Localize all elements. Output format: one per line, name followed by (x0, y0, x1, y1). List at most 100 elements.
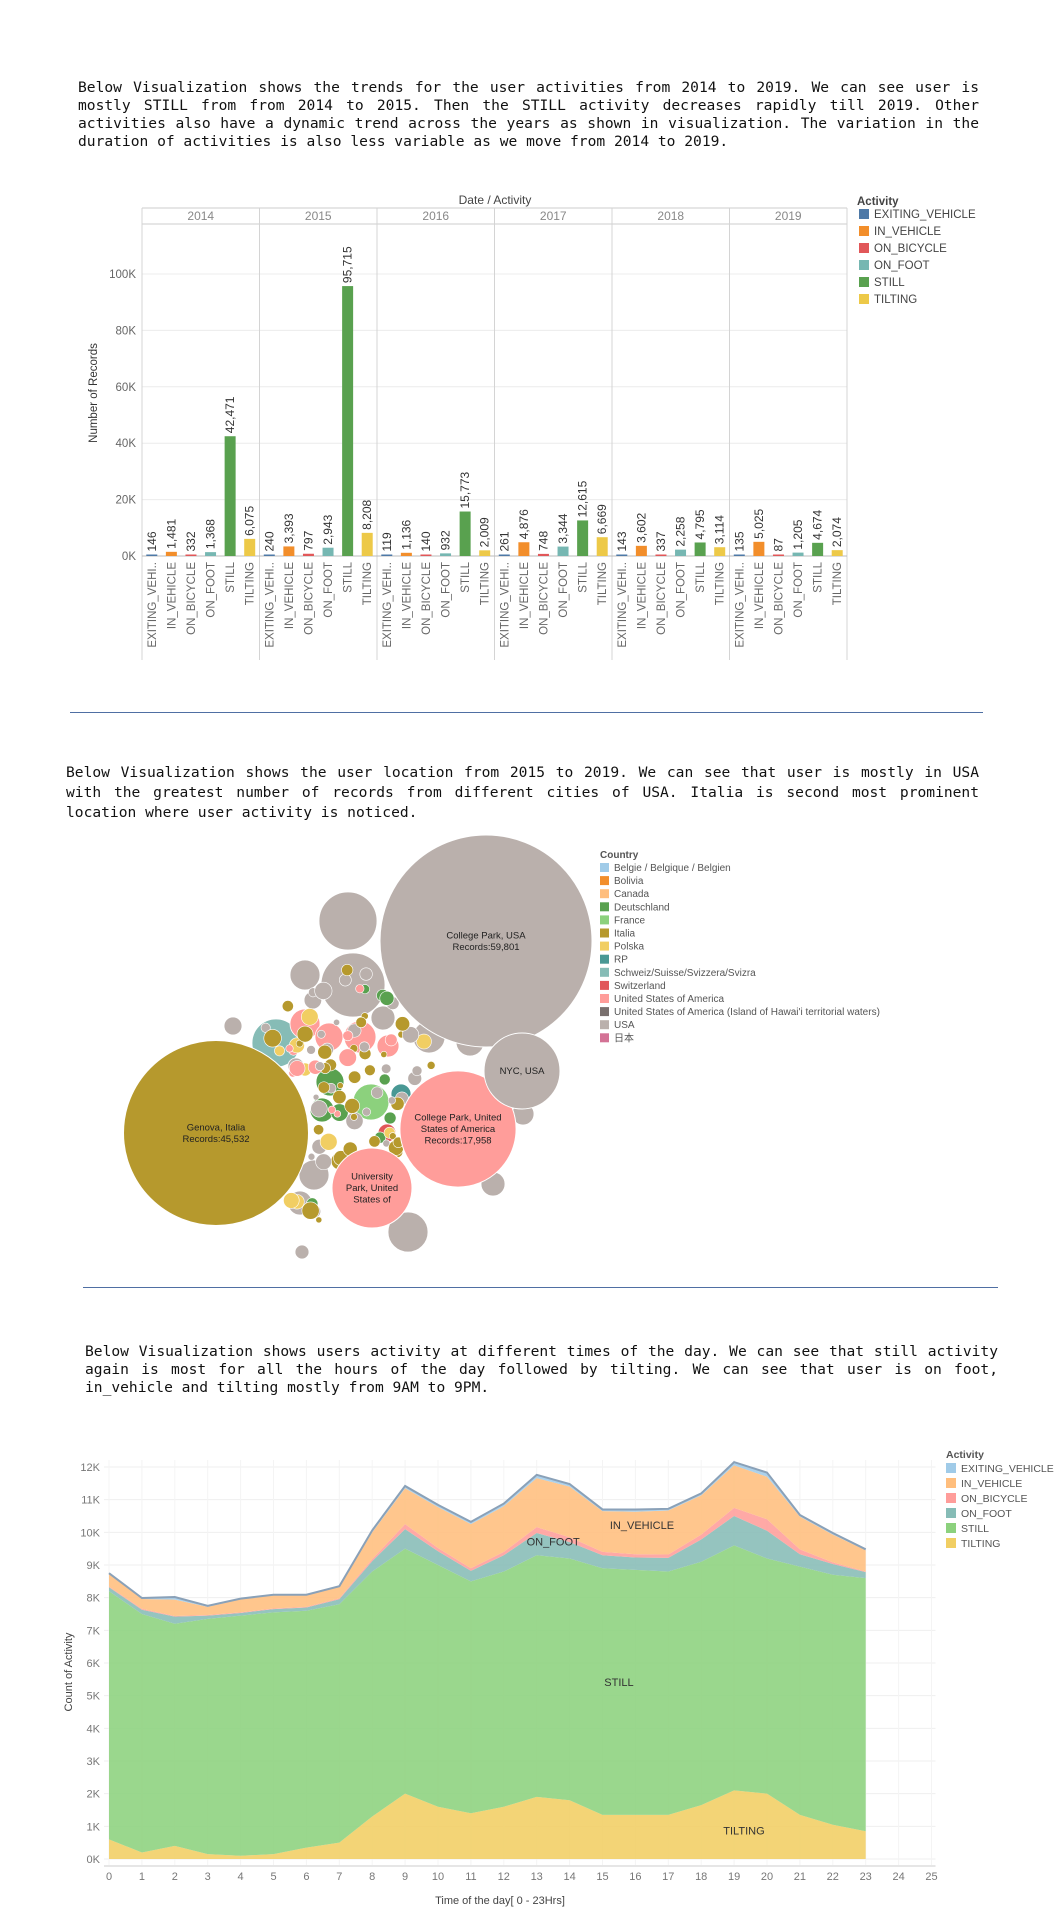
bubble-small (380, 1050, 388, 1058)
bubble-small (368, 1135, 381, 1148)
area-annotation: ON_FOOT (527, 1536, 580, 1548)
bar-value-label: 8,208 (360, 499, 374, 529)
area-legend-swatch (946, 1463, 956, 1473)
bar-still-2018 (694, 542, 706, 556)
bar-y-tick-label: 0K (122, 551, 136, 563)
bar-value-label: 135 (732, 531, 746, 551)
area-x-tick-label: 18 (695, 1871, 707, 1883)
bubble-legend-item: Polska (614, 942, 644, 953)
bubble-small (341, 964, 354, 977)
bar-on-foot-2016 (440, 553, 452, 556)
bar-value-label: 119 (380, 532, 394, 551)
bubble-small (285, 1044, 294, 1053)
bar-on-foot-2014 (205, 552, 217, 556)
bar-still-2019 (812, 542, 824, 556)
bar-category-tick-label: TILTING (832, 562, 844, 605)
area-chart-x-axis-label: Time of the day[ 0 - 23Hrs] (435, 1895, 565, 1907)
bar-year-header: 2018 (657, 209, 684, 223)
bar-on-bicycle-2019 (772, 554, 784, 556)
bubble-small (355, 1016, 367, 1028)
bar-category-tick-label: ON_FOOT (558, 562, 570, 618)
bubble-label: University (351, 1172, 393, 1183)
bubble-small (379, 990, 395, 1006)
bar-value-label: 2,258 (674, 516, 688, 546)
area-y-tick-label: 10K (80, 1527, 100, 1539)
bar-category-tick-label: TILTING (597, 562, 609, 605)
bar-legend-item: ON_FOOT (874, 260, 930, 272)
bubble-college-park-united-states-of-america (399, 1070, 517, 1188)
area-tilting (109, 1790, 866, 1859)
area-y-tick-label: 8K (87, 1593, 101, 1605)
bubble-small (359, 1041, 370, 1053)
bar-value-label: 15,773 (458, 471, 472, 508)
area-top-outline (108, 1460, 867, 1607)
bubble-university-park-united-states-of (331, 1147, 413, 1229)
area-chart-legend: Activity EXITING_VEHICLE IN_VEHICLE ON_BIC… (946, 1449, 1054, 1550)
bubble-small (289, 959, 321, 991)
area-x-tick-label: 3 (205, 1871, 211, 1883)
area-x-tick-label: 8 (369, 1871, 375, 1883)
area-x-tick-label: 15 (596, 1871, 608, 1883)
bar-value-label: 240 (262, 531, 276, 551)
bubble-small (348, 1070, 362, 1084)
bar-on-foot-2017 (557, 546, 569, 556)
bar-in-vehicle-2016 (400, 552, 412, 556)
bar-category-tick-label: IN_VEHICLE (754, 562, 766, 629)
bubble-small (312, 1093, 320, 1101)
area-still (109, 1545, 866, 1856)
bar-category-tick-label: TILTING (362, 562, 374, 605)
bar-category-tick-label: IN_VEHICLE (636, 562, 648, 629)
bar-tilting-2014 (244, 538, 256, 556)
bubble-legend-item: Deutschland (614, 902, 670, 913)
bar-year-header: 2014 (187, 209, 214, 223)
bubble-legend-item: RP (614, 955, 628, 966)
bubble-small (296, 1025, 314, 1043)
bubble-legend-item: Canada (614, 889, 649, 900)
bar-value-label: 143 (615, 531, 629, 551)
area-x-tick-label: 14 (563, 1871, 575, 1883)
bubble-legend-item: Schweiz/Suisse/Svizzera/Svizra (614, 968, 756, 979)
bubble-legend-item: United States of America (Island of Hawa… (614, 1007, 880, 1018)
intro-paragraph-time-of-day: Below Visualization shows users activity… (85, 1343, 998, 1396)
bar-category-tick-label: ON_BICYCLE (773, 562, 785, 635)
bubble-small (315, 1216, 323, 1224)
bubble-legend-item: France (614, 915, 646, 926)
bubble-label: Records:59,801 (452, 942, 519, 953)
bubble-small (383, 1111, 397, 1125)
bar-value-label: 5,025 (752, 508, 766, 538)
bar-on-foot-2018 (675, 549, 687, 556)
bubble-legend-item: Bolivia (614, 876, 644, 887)
bar-value-label: 2,009 (478, 517, 492, 547)
bar-value-label: 332 (184, 531, 198, 551)
area-y-tick-label: 4K (87, 1723, 101, 1735)
bar-category-tick-label: STILL (813, 561, 825, 592)
bar-value-label: 932 (439, 530, 453, 550)
bubble-nyc-usa (483, 1032, 561, 1110)
area-legend-item: STILL (961, 1523, 989, 1535)
area-x-tick-label: 6 (303, 1871, 309, 1883)
bubble-small (315, 1061, 325, 1072)
bar-value-label: 4,876 (517, 509, 531, 539)
area-x-tick-label: 13 (531, 1871, 543, 1883)
bubble-small (336, 1082, 344, 1089)
bar-still-2017 (577, 520, 589, 556)
bar-value-label: 140 (419, 531, 433, 551)
bar-legend-swatch (859, 226, 869, 236)
bar-category-tick-label: TILTING (480, 562, 492, 605)
bubble-small (301, 1201, 320, 1220)
bar-tilting-2017 (596, 537, 608, 556)
area-annotation: IN_VEHICLE (610, 1520, 674, 1532)
bubble-small (333, 1018, 341, 1026)
area-x-tick-label: 25 (925, 1871, 937, 1883)
bubble-small (307, 1152, 316, 1161)
bubble-legend-swatch (600, 994, 609, 1003)
bar-category-tick-label: EXITING_VEHI.. (382, 562, 394, 648)
bar-value-label: 12,615 (576, 480, 590, 517)
bubble-label: College Park, USA (446, 930, 526, 941)
area-y-tick-label: 9K (87, 1560, 101, 1572)
bubble-small (411, 1065, 423, 1077)
area-x-tick-label: 7 (336, 1871, 342, 1883)
area-y-tick-label: 6K (87, 1658, 101, 1670)
area-y-tick-label: 11K (81, 1495, 100, 1507)
area-y-tick-label: 2K (87, 1789, 101, 1801)
